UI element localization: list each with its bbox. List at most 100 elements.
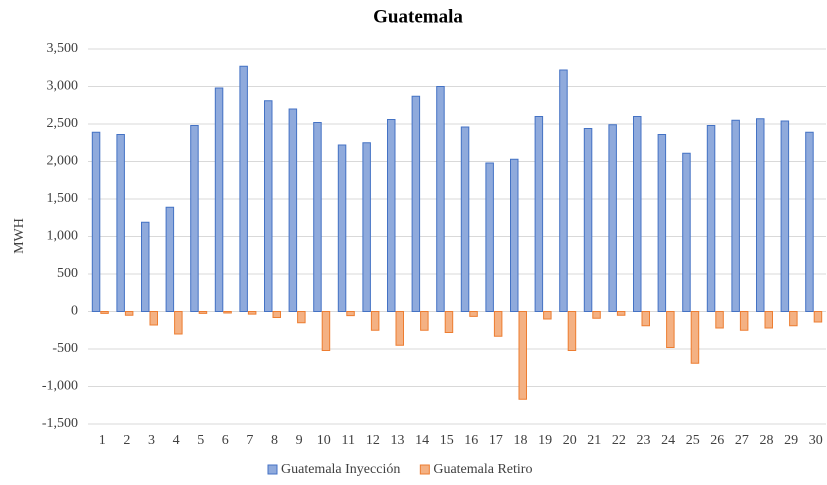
chart-title: Guatemala	[373, 6, 463, 27]
bar	[174, 311, 183, 335]
x-tick-label: 22	[612, 433, 626, 448]
x-tick-label: 18	[514, 433, 528, 448]
bar	[370, 311, 380, 331]
bar	[715, 311, 724, 329]
x-tick-label: 23	[637, 433, 651, 448]
x-tick-label: 1	[99, 433, 106, 448]
y-tick-label: -1,500	[42, 416, 78, 431]
bar	[616, 311, 626, 316]
bar	[223, 311, 232, 314]
y-tick-label: 1,500	[47, 191, 79, 206]
bar	[214, 87, 224, 312]
bar	[387, 119, 396, 312]
x-tick-label: 19	[538, 433, 552, 448]
bar	[346, 311, 355, 317]
legend-label: Guatemala Retiro	[433, 462, 532, 477]
bar	[247, 311, 257, 315]
bar	[739, 311, 749, 331]
bar	[567, 311, 577, 351]
legend-swatch	[419, 464, 430, 475]
bar	[420, 311, 429, 331]
y-axis-label: MWH	[12, 218, 27, 254]
x-tick-label: 16	[464, 433, 478, 448]
bar	[411, 95, 421, 312]
x-tick-label: 4	[173, 433, 180, 448]
bar	[764, 311, 773, 329]
bar	[805, 131, 814, 312]
bar	[592, 311, 601, 319]
bar	[313, 122, 322, 312]
bar	[534, 116, 544, 312]
bar	[460, 126, 470, 312]
bar	[666, 311, 675, 348]
x-tick-label: 2	[123, 433, 130, 448]
bar	[543, 311, 552, 320]
y-tick-label: 500	[57, 266, 78, 281]
x-tick-label: 27	[735, 433, 749, 448]
bar	[780, 120, 790, 312]
bar	[362, 142, 371, 312]
x-tick-label: 15	[440, 433, 454, 448]
bar	[239, 65, 248, 312]
y-tick-label: 2,500	[47, 116, 79, 131]
bar	[813, 311, 823, 323]
bar	[124, 311, 134, 316]
y-tick-label: 0	[71, 304, 78, 319]
bar	[337, 144, 347, 312]
bar	[608, 124, 617, 312]
y-tick-label: 3,500	[47, 41, 79, 56]
x-tick-label: 13	[391, 433, 405, 448]
y-tick-label: -500	[52, 341, 78, 356]
y-tick-label: -1,000	[42, 379, 78, 394]
bar	[190, 125, 199, 312]
bar	[116, 134, 125, 312]
x-tick-label: 7	[246, 433, 253, 448]
x-tick-label: 24	[661, 433, 675, 448]
bar	[510, 158, 519, 312]
bar	[518, 311, 527, 400]
bar	[288, 108, 298, 312]
x-tick-label: 29	[784, 433, 798, 448]
x-tick-label: 5	[197, 433, 204, 448]
bar	[165, 206, 175, 312]
x-tick-label: 17	[489, 433, 503, 448]
bar	[141, 221, 150, 312]
x-tick-label: 20	[563, 433, 577, 448]
bar	[641, 311, 650, 327]
bar	[91, 131, 101, 312]
x-tick-label: 8	[271, 433, 278, 448]
bar	[264, 100, 273, 312]
y-tick-label: 3,000	[47, 79, 79, 94]
bar	[444, 311, 454, 333]
bar	[633, 116, 642, 312]
bar	[395, 311, 404, 346]
bar	[485, 162, 494, 312]
bar	[559, 69, 568, 312]
y-tick-label: 1,000	[47, 229, 79, 244]
bar	[756, 118, 765, 312]
x-tick-label: 12	[366, 433, 380, 448]
x-tick-label: 14	[415, 433, 429, 448]
bar	[493, 311, 503, 337]
x-tick-label: 30	[809, 433, 823, 448]
bar	[789, 311, 798, 327]
bar	[682, 152, 691, 312]
bar	[149, 311, 158, 326]
bar	[731, 119, 740, 312]
x-tick-label: 3	[148, 433, 155, 448]
x-tick-label: 10	[317, 433, 331, 448]
bar	[690, 311, 700, 364]
bar	[198, 311, 208, 314]
y-tick-label: 2,000	[47, 154, 79, 169]
bar	[706, 125, 716, 312]
bar	[436, 86, 445, 312]
x-tick-label: 26	[710, 433, 724, 448]
x-tick-label: 6	[222, 433, 229, 448]
bar	[657, 134, 667, 312]
bar	[272, 311, 281, 318]
bar	[321, 311, 331, 351]
x-tick-label: 25	[686, 433, 700, 448]
bar	[100, 311, 109, 314]
